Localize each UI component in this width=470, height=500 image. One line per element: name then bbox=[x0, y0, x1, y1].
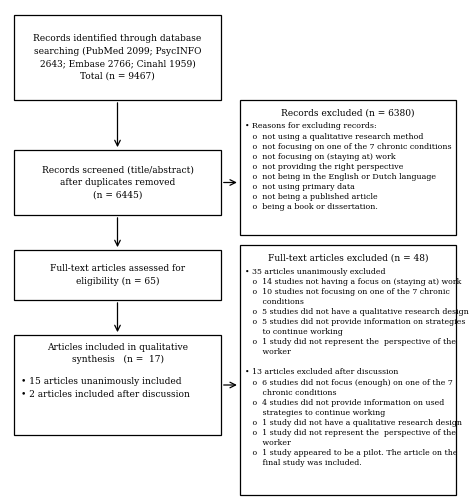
FancyBboxPatch shape bbox=[14, 250, 221, 300]
Text: Articles included in qualitative
synthesis   (n =  17): Articles included in qualitative synthes… bbox=[47, 342, 188, 364]
Text: • 15 articles unanimously included
• 2 articles included after discussion: • 15 articles unanimously included • 2 a… bbox=[21, 378, 190, 399]
FancyBboxPatch shape bbox=[240, 245, 456, 495]
Text: • Reasons for excluding records:
   o  not using a qualitative research method
 : • Reasons for excluding records: o not u… bbox=[245, 122, 452, 212]
Text: Full-text articles excluded (n = 48): Full-text articles excluded (n = 48) bbox=[267, 254, 428, 263]
Text: • 35 articles unanimously excluded
   o  14 studies not having a focus on (stayi: • 35 articles unanimously excluded o 14 … bbox=[245, 268, 469, 468]
FancyBboxPatch shape bbox=[240, 100, 456, 235]
Text: Records screened (title/abstract)
after duplicates removed
(n = 6445): Records screened (title/abstract) after … bbox=[41, 166, 194, 200]
Text: Records identified through database
searching (PubMed 2099; PsycINFO
2643; Embas: Records identified through database sear… bbox=[33, 34, 202, 81]
FancyBboxPatch shape bbox=[14, 15, 221, 100]
FancyBboxPatch shape bbox=[14, 335, 221, 435]
Text: Records excluded (n = 6380): Records excluded (n = 6380) bbox=[281, 109, 415, 118]
Text: Full-text articles assessed for
eligibility (n = 65): Full-text articles assessed for eligibil… bbox=[50, 264, 185, 286]
FancyBboxPatch shape bbox=[14, 150, 221, 215]
